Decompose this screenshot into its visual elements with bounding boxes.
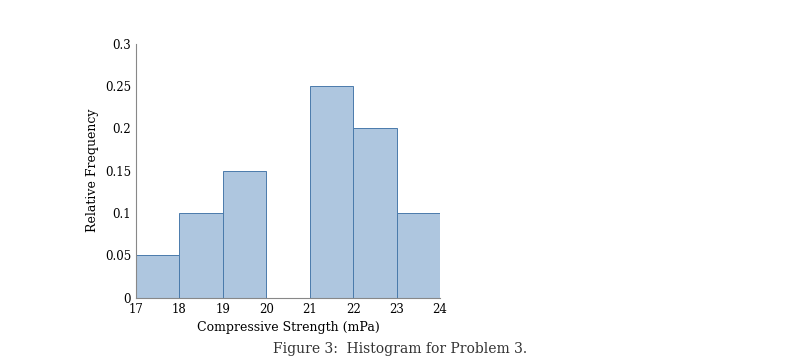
Bar: [440, 213, 483, 298]
Bar: [353, 128, 397, 298]
Text: Figure 3:  Histogram for Problem 3.: Figure 3: Histogram for Problem 3.: [273, 342, 527, 356]
Y-axis label: Relative Frequency: Relative Frequency: [86, 109, 99, 232]
Bar: [136, 255, 179, 298]
Bar: [223, 171, 266, 298]
Bar: [310, 86, 353, 298]
X-axis label: Compressive Strength (mPa): Compressive Strength (mPa): [197, 321, 379, 334]
Bar: [397, 213, 440, 298]
Bar: [179, 213, 223, 298]
